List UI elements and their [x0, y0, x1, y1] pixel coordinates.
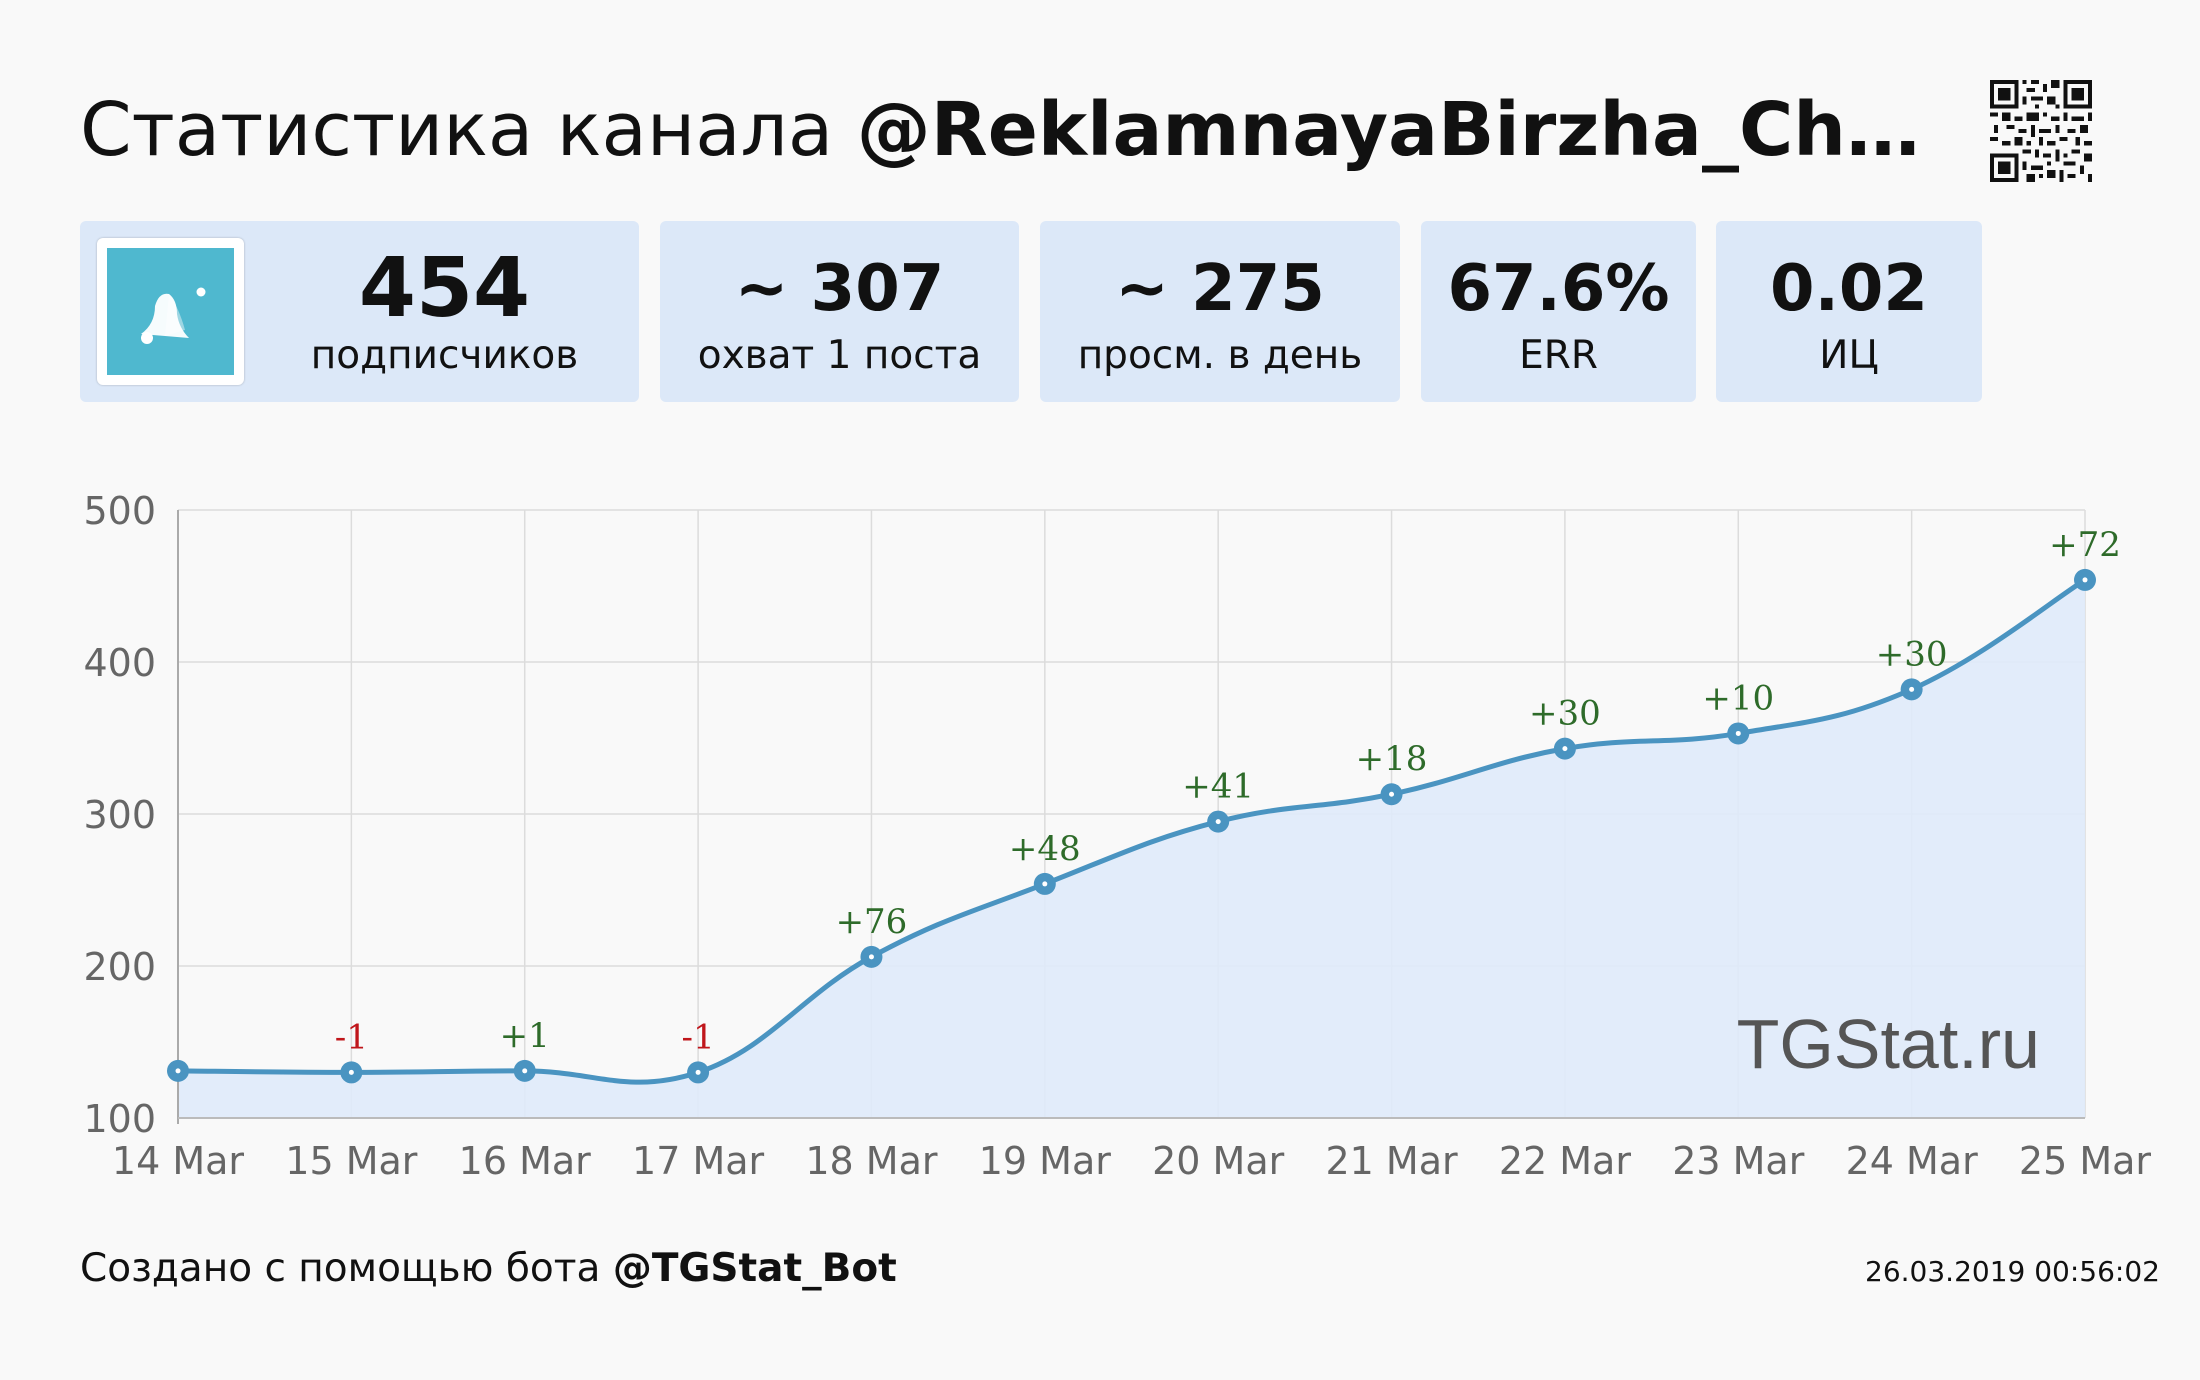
data-point-center — [1909, 686, 1915, 692]
daily-views-value: ~ 275 — [1115, 252, 1325, 326]
subscribers-label: подписчиков — [310, 333, 579, 378]
x-tick-label: 18 Mar — [805, 1139, 938, 1183]
data-point-center — [348, 1069, 354, 1075]
data-label: +30 — [1876, 634, 1948, 674]
x-tick-label: 24 Mar — [1846, 1139, 1979, 1183]
citation-index-label: ИЦ — [1819, 333, 1879, 378]
card-subscribers: 454 подписчиков — [80, 221, 639, 402]
y-tick-label: 300 — [83, 793, 156, 837]
citation-index-value: 0.02 — [1770, 252, 1928, 326]
bell-icon — [107, 248, 234, 375]
y-tick-label: 100 — [83, 1097, 156, 1141]
data-point-center — [868, 954, 874, 960]
watermark: TGStat.ru — [1737, 1005, 2040, 1083]
x-tick-label: 14 Mar — [112, 1139, 245, 1183]
data-label: +10 — [1702, 678, 1774, 718]
x-tick-label: 21 Mar — [1325, 1139, 1458, 1183]
x-tick-label: 17 Mar — [632, 1139, 765, 1183]
page-title: Статистика канала @ReklamnayaBirzha_Ch… — [80, 86, 1920, 174]
x-tick-label: 23 Mar — [1672, 1139, 1805, 1183]
err-value: 67.6% — [1447, 252, 1670, 326]
y-tick-label: 200 — [83, 945, 156, 989]
x-tick-label: 25 Mar — [2019, 1139, 2152, 1183]
data-point-center — [1042, 881, 1048, 887]
chart-data-labels: -1 +1 -1 +76 +48 +41 +18 +30 +10 +30 +72 — [335, 525, 2121, 1057]
x-tick-label: 20 Mar — [1152, 1139, 1285, 1183]
chart-points — [167, 568, 2096, 1084]
data-point-center — [1215, 819, 1221, 825]
post-reach-label: охват 1 поста — [697, 333, 982, 378]
x-tick-label: 22 Mar — [1499, 1139, 1632, 1183]
subscribers-value: 454 — [358, 241, 531, 336]
card-post-reach: ~ 307 охват 1 поста — [660, 221, 1019, 402]
chart-tick-labels: 100 200 300 400 500 14 Mar 15 Mar 16 Mar 17 Mar 1… — [83, 489, 2151, 1183]
series-line — [177, 577, 2087, 1085]
subscribers-chart: TGStat.ru 100 200 300 400 500 14 Mar 15 Mar 16 … — [83, 489, 2151, 1183]
daily-views-label: просм. в день — [1077, 333, 1363, 378]
data-label: -1 — [335, 1017, 368, 1057]
data-point-center — [1735, 730, 1741, 736]
data-point-center — [1562, 746, 1568, 752]
x-tick-label: 15 Mar — [285, 1139, 418, 1183]
card-citation-index: 0.02 ИЦ — [1716, 221, 1982, 402]
data-label: -1 — [682, 1017, 715, 1057]
y-tick-label: 500 — [83, 489, 156, 533]
post-reach-value: ~ 307 — [734, 252, 945, 326]
footer-credit: Создано с помощью бота @TGStat_Bot — [80, 1244, 897, 1294]
title-prefix: Статистика канала — [80, 87, 857, 173]
channel-name: @ReklamnayaBirzha_Ch… — [856, 87, 1920, 173]
x-tick-label: 19 Mar — [979, 1139, 1112, 1183]
footer-prefix: Создано с помощью бота — [80, 1246, 613, 1291]
x-tick-label: 16 Mar — [459, 1139, 592, 1183]
data-point-center — [695, 1069, 701, 1075]
data-label: +48 — [1009, 829, 1081, 869]
data-label: +30 — [1529, 694, 1601, 734]
data-point-center — [1389, 791, 1395, 797]
data-point-center — [175, 1068, 181, 1074]
err-label: ERR — [1519, 333, 1598, 378]
data-point-center — [522, 1068, 528, 1074]
data-point-center — [2082, 577, 2088, 583]
y-tick-label: 400 — [83, 641, 156, 685]
chart-axes — [177, 510, 2085, 1124]
data-label: +72 — [2049, 525, 2121, 565]
timestamp: 26.03.2019 00:56:02 — [1865, 1255, 2160, 1288]
card-daily-views: ~ 275 просм. в день — [1040, 221, 1400, 402]
data-label: +18 — [1356, 739, 1428, 779]
data-label: +41 — [1182, 767, 1254, 807]
series-area — [178, 579, 2085, 1118]
qr-code-icon — [1990, 80, 2092, 182]
card-err: 67.6% ERR — [1421, 221, 1696, 402]
avatar — [97, 238, 244, 385]
data-label: +76 — [836, 902, 908, 942]
data-label: +1 — [500, 1016, 550, 1056]
bot-name[interactable]: @TGStat_Bot — [612, 1246, 897, 1291]
